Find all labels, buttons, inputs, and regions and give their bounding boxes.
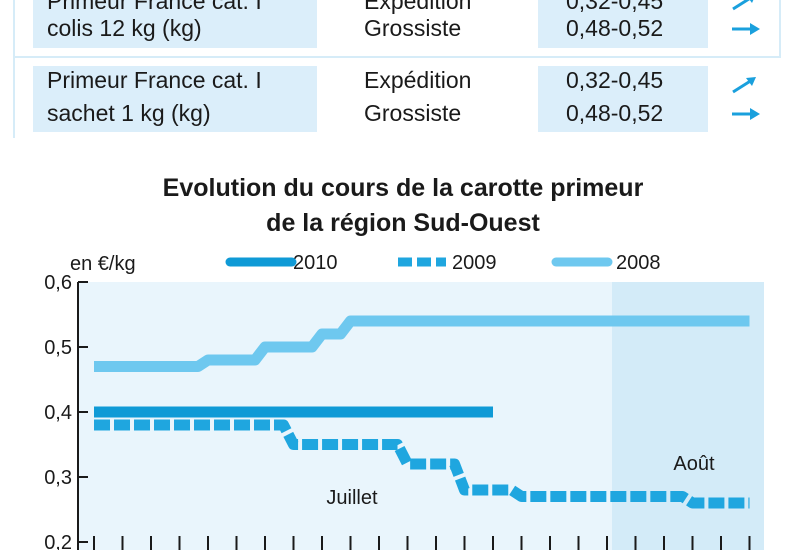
product-name-line2: sachet 1 kg (kg): [47, 100, 211, 126]
price-grossiste-value: 0,48-0,52: [566, 15, 664, 41]
price-cell: 0,32-0,45 0,48-0,52: [538, 0, 708, 48]
table-frame-left: [13, 0, 15, 138]
price-expedition-value: 0,32-0,45: [566, 0, 664, 14]
y-tick-label: 0,6: [44, 272, 72, 294]
price-expedition-value: 0,32-0,45: [566, 67, 664, 93]
legend-label-2010: 2010: [293, 252, 338, 274]
arrow-right-icon: [732, 108, 760, 120]
product-name-line1: Primeur France cat. I: [47, 67, 262, 93]
y-axis-label: en €/kg: [70, 253, 136, 275]
product-name-line1: Primeur France cat. I: [47, 0, 262, 14]
legend-label-2008: 2008: [616, 252, 661, 274]
product-cell: Primeur France cat. I colis 12 kg (kg): [33, 0, 317, 48]
legend: 2010 2009 2008: [225, 252, 661, 274]
price-table: Primeur France cat. I colis 12 kg (kg) E…: [0, 0, 800, 140]
price-grossiste-value: 0,48-0,52: [566, 100, 664, 126]
y-tick-label: 0,3: [44, 467, 72, 489]
y-tick-label: 0,2: [44, 532, 72, 550]
chart-panel: Evolution du cours de la carotte primeur…: [12, 158, 782, 554]
product-cell: Primeur France cat. I sachet 1 kg (kg): [33, 66, 317, 132]
price-evolution-chart: Evolution du cours de la carotte primeur…: [44, 174, 764, 554]
y-tick-label: 0,5: [44, 337, 72, 359]
series-layer: [94, 315, 750, 509]
series-line-2008: [94, 315, 750, 372]
market-expedition-label: Expédition: [364, 67, 472, 93]
market-expedition-label: Expédition: [364, 0, 472, 14]
market-grossiste-label: Grossiste: [364, 15, 462, 41]
product-name-line2: colis 12 kg (kg): [47, 15, 202, 41]
period-label-aout: Août: [673, 453, 715, 475]
market-grossiste-label: Grossiste: [364, 100, 462, 126]
y-tick-label: 0,4: [44, 402, 72, 424]
arrow-up-right-icon: [732, 0, 754, 11]
chart-title-line2: de la région Sud-Ouest: [266, 209, 540, 237]
price-row-sachet: Primeur France cat. I sachet 1 kg (kg) E…: [0, 66, 800, 132]
chart-title-line1: Evolution du cours de la carotte primeur: [163, 174, 644, 202]
axes: 0,6 0,5 0,4 0,3 0,2: [44, 272, 751, 554]
arrow-right-icon: [732, 23, 760, 35]
legend-label-2009: 2009: [452, 252, 497, 274]
price-cell: 0,32-0,45 0,48-0,52: [538, 66, 708, 132]
period-label-juillet: Juillet: [326, 487, 378, 509]
series-line-2009: [94, 419, 750, 509]
price-row-colis: Primeur France cat. I colis 12 kg (kg) E…: [0, 0, 800, 48]
table-frame-right: [779, 0, 781, 58]
arrow-up-right-icon: [732, 77, 756, 94]
table-divider: [13, 56, 781, 58]
